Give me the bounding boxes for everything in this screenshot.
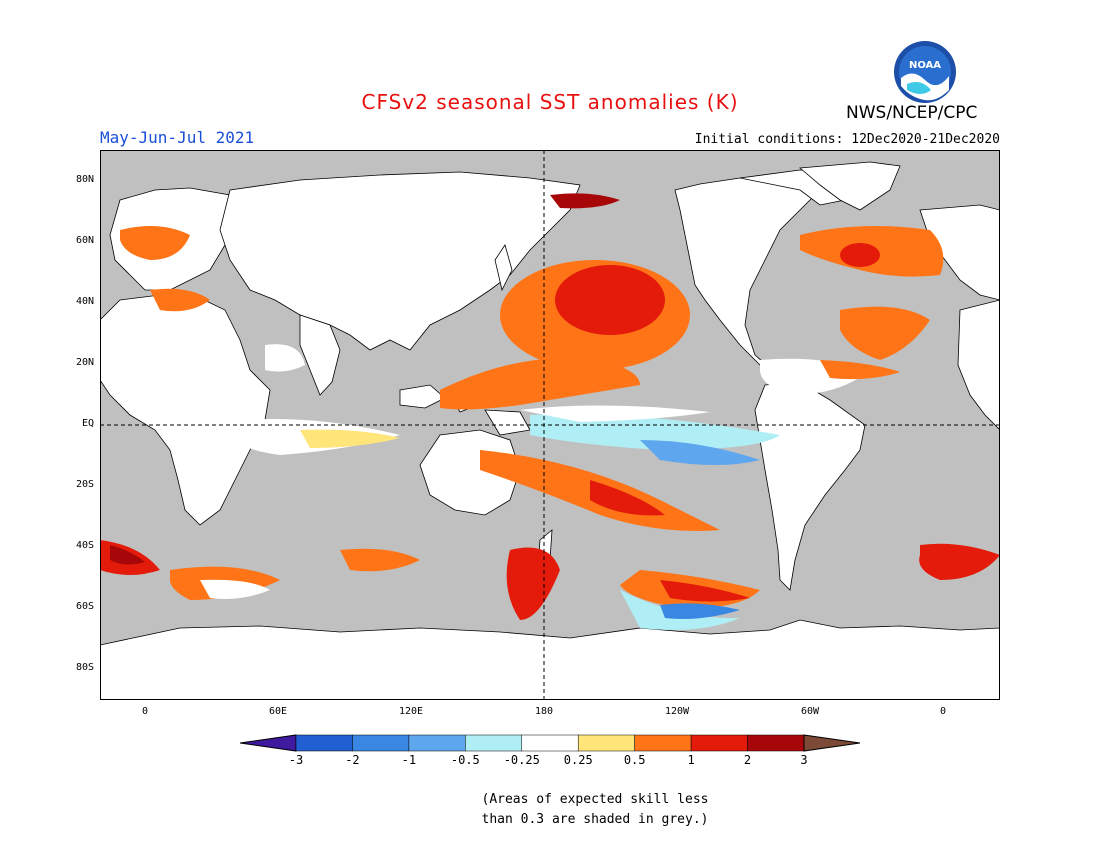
lon-label: 60E bbox=[268, 706, 288, 717]
colorbar-cell bbox=[521, 734, 579, 752]
equatorial-cold-tongue bbox=[530, 414, 780, 450]
lat-label: 20N bbox=[75, 357, 94, 368]
colorbar-cell bbox=[747, 734, 805, 752]
lat-label: 80N bbox=[75, 174, 94, 185]
colorbar-cell bbox=[690, 734, 748, 752]
colorbar-cell bbox=[408, 734, 466, 752]
colorbar-tick-label: 2 bbox=[743, 753, 752, 767]
colorbar-lower-extension bbox=[240, 734, 297, 752]
colorbar-tick-label: -0.5 bbox=[450, 753, 480, 767]
antarctica bbox=[100, 619, 1000, 700]
skill-note-line1: (Areas of expected skill less bbox=[481, 792, 709, 807]
colorbar-tick-label: -0.25 bbox=[503, 753, 540, 767]
india bbox=[299, 314, 341, 396]
greenland bbox=[799, 161, 901, 211]
sst-anomaly-map bbox=[100, 150, 1000, 700]
lon-label: 60W bbox=[800, 706, 820, 717]
initial-conditions-label: Initial conditions: 12Dec2020-21Dec2020 bbox=[694, 132, 1000, 147]
colorbar-cell bbox=[634, 734, 692, 752]
colorbar-tick-label: 0.25 bbox=[563, 753, 593, 767]
colorbar-tick-label: 3 bbox=[800, 753, 808, 767]
colorbar-cell bbox=[465, 734, 523, 752]
lon-label: 180 bbox=[534, 706, 554, 717]
colorbar-tick-label: -2 bbox=[345, 753, 360, 767]
colorbar-upper-extension bbox=[803, 734, 860, 752]
lat-label: 40N bbox=[75, 296, 94, 307]
season-label: May-Jun-Jul 2021 bbox=[100, 128, 255, 147]
colorbar-tick-label: -1 bbox=[401, 753, 417, 767]
asia bbox=[219, 171, 581, 351]
lat-label: 80S bbox=[75, 662, 94, 673]
agency-label: NWS/NCEP/CPC bbox=[846, 103, 978, 123]
lat-label: 60N bbox=[75, 235, 94, 246]
colorbar-tick-label: -3 bbox=[288, 753, 304, 767]
lon-label: 120W bbox=[664, 706, 690, 717]
sst-anomaly-patches bbox=[100, 193, 1000, 631]
lon-label: 0 bbox=[939, 706, 947, 717]
lon-label: 0 bbox=[141, 706, 149, 717]
australia bbox=[419, 429, 521, 516]
colorbar-cell bbox=[577, 734, 635, 752]
lat-label: 20S bbox=[75, 479, 94, 490]
skill-note-line2: than 0.3 are shaded in grey.) bbox=[481, 812, 709, 827]
colorbar-cell bbox=[295, 734, 353, 752]
colorbar bbox=[240, 734, 860, 752]
lat-label: 40S bbox=[75, 540, 94, 551]
south-america bbox=[754, 381, 866, 591]
colorbar-tick-label: 0.5 bbox=[623, 753, 646, 767]
colorbar-cell bbox=[352, 734, 410, 752]
map-frame bbox=[100, 150, 1000, 700]
lat-label: EQ bbox=[81, 418, 94, 429]
colorbar-tick-label: 1 bbox=[687, 753, 695, 767]
land-masses bbox=[100, 161, 1000, 700]
noaa-logo: NOAA bbox=[894, 41, 956, 103]
logo-text: NOAA bbox=[909, 60, 941, 71]
map-title: CFSv2 seasonal SST anomalies (K) bbox=[361, 90, 739, 114]
africa bbox=[100, 294, 271, 526]
lat-label: 60S bbox=[75, 601, 94, 612]
lon-label: 120E bbox=[398, 706, 424, 717]
